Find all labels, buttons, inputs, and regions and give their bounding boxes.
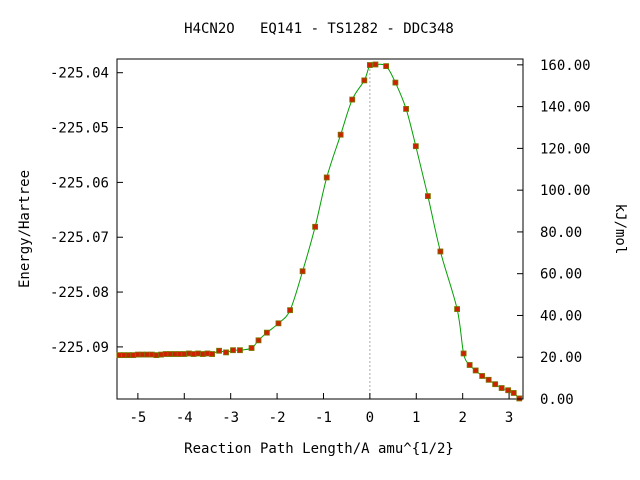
data-point (263, 329, 270, 336)
data-point (287, 307, 293, 314)
energy-curve (119, 63, 520, 399)
x-tick-label: -2 (269, 410, 286, 426)
data-point (485, 376, 492, 383)
data-point (412, 143, 419, 150)
data-point (498, 385, 505, 391)
plot-frame (116, 58, 524, 400)
x-tick-label: 0 (366, 410, 374, 426)
y-tick-label: -225.05 (50, 121, 109, 137)
x-tick-label: -3 (222, 410, 239, 426)
data-point (505, 387, 512, 394)
data-point (323, 174, 330, 181)
y2-axis-label: kJ/mol (612, 204, 628, 255)
data-point (460, 350, 467, 357)
data-point (299, 268, 306, 275)
data-point (312, 223, 319, 230)
data-point (403, 106, 409, 112)
x-tick-label: -5 (129, 410, 146, 426)
data-point (361, 77, 368, 84)
data-point (392, 79, 399, 86)
y2-tick-label: 0.00 (540, 392, 574, 408)
data-point (472, 367, 479, 374)
data-point (230, 347, 236, 354)
y-tick-label: -225.04 (50, 66, 109, 82)
data-point (337, 131, 344, 138)
data-point (349, 96, 356, 103)
data-point (237, 347, 243, 354)
data-point (424, 193, 431, 200)
data-point (216, 347, 222, 354)
data-point (255, 337, 262, 344)
data-point (275, 320, 282, 327)
data-point (248, 345, 255, 351)
x-tick-label: 2 (458, 410, 466, 426)
data-point (492, 381, 499, 388)
x-tick-label: 1 (412, 410, 420, 426)
y2-tick-label: 80.00 (540, 225, 582, 241)
data-point (454, 306, 461, 312)
data-point (437, 248, 444, 255)
data-point (366, 62, 373, 68)
data-point (466, 362, 473, 368)
x-tick-label: -4 (176, 410, 193, 426)
y2-tick-label: 40.00 (540, 308, 582, 324)
x-axis-label: Reaction Path Length/A amu^{1/2} (184, 441, 454, 457)
y-tick-label: -225.09 (50, 340, 109, 356)
chart-title: H4CN2O EQ141 - TS1282 - DDC348 (184, 21, 454, 37)
data-point (479, 373, 486, 379)
data-point (372, 61, 379, 68)
x-tick-label: -1 (315, 410, 332, 426)
x-tick-label: 3 (505, 410, 513, 426)
y-tick-label: -225.06 (50, 175, 109, 191)
y2-tick-label: 160.00 (540, 58, 591, 74)
data-point (516, 395, 523, 402)
y2-tick-label: 20.00 (540, 350, 582, 366)
y2-tick-label: 120.00 (540, 141, 591, 157)
y-tick-label: -225.07 (50, 230, 109, 246)
data-point (223, 349, 229, 356)
y2-tick-label: 140.00 (540, 100, 591, 116)
y2-tick-label: 60.00 (540, 267, 582, 283)
y-axis-label: Energy/Hartree (17, 170, 33, 288)
y-tick-label: -225.08 (50, 285, 109, 301)
data-point (383, 63, 390, 70)
y2-tick-label: 100.00 (540, 183, 591, 199)
data-point (510, 390, 517, 396)
data-point (209, 351, 216, 357)
